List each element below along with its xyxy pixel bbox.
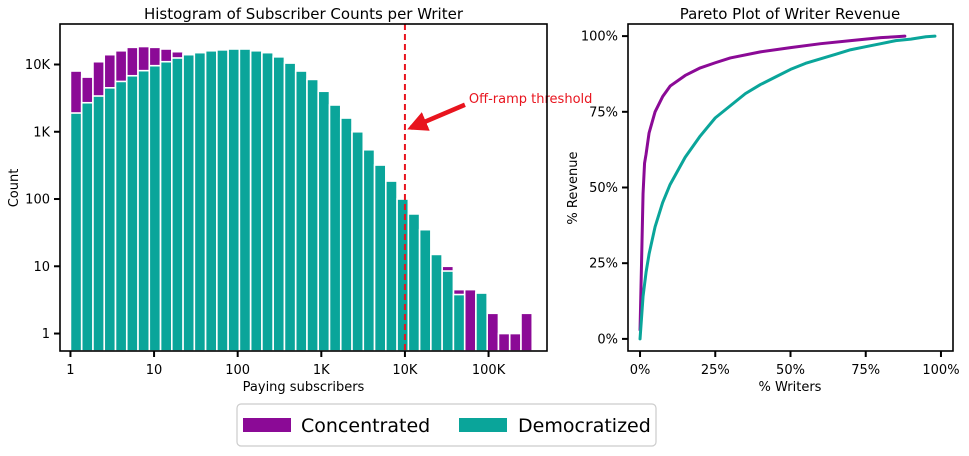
histogram-bar xyxy=(508,332,522,351)
histogram-bar xyxy=(249,49,263,351)
y-tick-label: 10 xyxy=(33,260,50,275)
histogram-bar xyxy=(159,60,173,351)
histogram-bar xyxy=(328,104,342,351)
x-tick-label: 1 xyxy=(66,363,74,378)
histogram-bar xyxy=(520,312,534,351)
histogram-bar xyxy=(418,228,432,351)
histogram-bar xyxy=(283,62,297,351)
histogram-bar xyxy=(385,180,398,351)
x-tick-label: 75% xyxy=(851,363,880,378)
x-tick-label: 100 xyxy=(225,363,250,378)
pareto-lines xyxy=(638,34,937,341)
histogram-bar xyxy=(272,56,286,351)
pareto-x-ticks: 0% 25% 50% 75% 100% xyxy=(630,351,960,378)
y-tick-label: 100% xyxy=(581,30,618,45)
histogram-bar xyxy=(261,51,274,351)
histogram-bar xyxy=(430,253,443,351)
x-tick-label: 100K xyxy=(472,363,506,378)
histogram-bar xyxy=(294,70,308,351)
histogram-bar xyxy=(216,49,229,351)
histogram-bar xyxy=(171,57,184,351)
pareto-title: Pareto Plot of Writer Revenue xyxy=(680,5,901,23)
x-tick-label: 25% xyxy=(701,363,730,378)
histogram-bar xyxy=(351,130,365,351)
y-tick-label: 25% xyxy=(589,257,618,272)
histogram-bar xyxy=(80,101,94,351)
histogram-bar xyxy=(339,117,353,351)
y-tick-label: 100 xyxy=(25,193,50,208)
pareto-frame xyxy=(627,23,954,352)
histogram-bar xyxy=(114,80,128,351)
histogram-bar xyxy=(227,48,241,351)
x-tick-label: 10 xyxy=(146,363,163,378)
histogram-bar xyxy=(92,95,106,351)
histogram-bar xyxy=(486,312,500,351)
x-tick-label: 0% xyxy=(630,363,651,378)
histogram-bar xyxy=(238,48,252,351)
pareto-x-label: % Writers xyxy=(759,380,822,395)
legend-swatch-democratized xyxy=(459,418,507,432)
pareto-line-concentrated xyxy=(638,34,907,332)
pareto-y-ticks: 0% 25% 50% 75% 100% xyxy=(581,30,628,347)
histogram-frame xyxy=(59,23,548,352)
histogram-bar xyxy=(182,53,196,351)
y-tick-label: 1K xyxy=(33,125,50,140)
histogram-bar xyxy=(148,64,162,351)
pareto-line-democratized xyxy=(638,34,937,341)
histogram-bar xyxy=(497,332,511,351)
histogram-bar xyxy=(204,49,218,351)
histogram-bar xyxy=(463,288,477,351)
histogram-title: Histogram of Subscriber Counts per Write… xyxy=(144,5,464,23)
histogram-bar xyxy=(317,90,331,351)
y-tick-label: 50% xyxy=(589,181,618,196)
threshold-label: Off-ramp threshold xyxy=(469,92,592,107)
x-tick-label: 50% xyxy=(776,363,805,378)
histogram-bar xyxy=(137,69,151,351)
histogram-y-label: Count xyxy=(7,169,22,208)
histogram-bar xyxy=(125,74,139,351)
legend-label-democratized: Democratized xyxy=(518,415,651,437)
histogram-panel: Histogram of Subscriber Counts per Write… xyxy=(7,5,592,395)
x-tick-label: 100% xyxy=(922,363,959,378)
y-tick-label: 0% xyxy=(597,332,618,347)
threshold-arrow xyxy=(407,102,466,131)
y-tick-label: 1 xyxy=(42,327,50,342)
histogram-bar xyxy=(103,87,117,351)
legend-swatch-concentrated xyxy=(243,418,291,432)
y-tick-label: 75% xyxy=(589,105,618,120)
histogram-bar xyxy=(475,292,488,351)
y-tick-label: 10K xyxy=(25,58,51,73)
histogram-x-ticks: 1 10 100 1K 10K 100K xyxy=(66,351,506,378)
x-tick-label: 10K xyxy=(392,363,418,378)
legend: Concentrated Democratized xyxy=(236,403,657,447)
histogram-series-democratized xyxy=(69,48,488,351)
histogram-bar xyxy=(452,293,466,351)
histogram-bar xyxy=(373,164,387,351)
pareto-y-label: % Revenue xyxy=(566,151,581,224)
threshold-annotation: Off-ramp threshold xyxy=(403,24,592,351)
histogram-bar xyxy=(306,78,320,351)
histogram-bar xyxy=(396,198,410,351)
histogram-bar xyxy=(362,148,376,351)
pareto-panel: Pareto Plot of Writer Revenue 0% 25% 50% 75… xyxy=(566,5,960,395)
x-tick-label: 1K xyxy=(313,363,330,378)
histogram-bar xyxy=(69,112,83,351)
histogram-x-label: Paying subscribers xyxy=(243,380,365,395)
histogram-bar xyxy=(441,270,455,351)
histogram-bar xyxy=(193,51,207,351)
histogram-bar xyxy=(407,213,421,351)
legend-frame xyxy=(236,403,657,447)
histogram-y-ticks: 1 10 100 1K 10K xyxy=(25,58,60,342)
legend-label-concentrated: Concentrated xyxy=(301,415,430,437)
